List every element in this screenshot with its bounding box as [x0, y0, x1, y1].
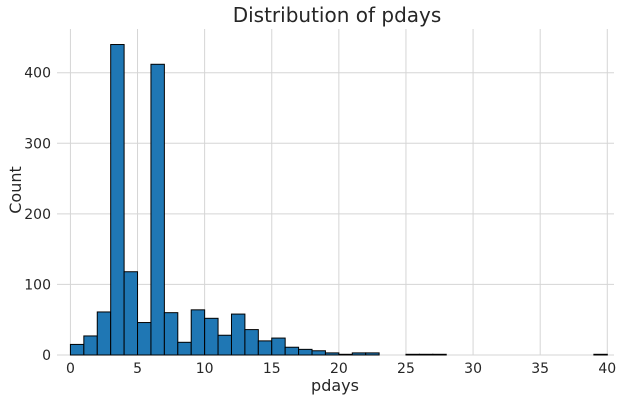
histogram-bar	[338, 353, 353, 356]
y-tick-label: 400	[24, 66, 51, 82]
histogram-bar	[69, 343, 85, 356]
histogram-bar	[351, 352, 367, 356]
x-tick-label: 40	[598, 361, 616, 377]
y-axis-label: Count	[6, 166, 25, 214]
x-tick-label: 15	[263, 361, 281, 377]
histogram-bar	[405, 353, 420, 356]
chart-title: Distribution of pdays	[233, 3, 442, 27]
histogram-bar	[271, 337, 286, 356]
x-tick-label: 0	[66, 361, 75, 377]
histogram-bar	[257, 340, 273, 356]
histogram-bars	[69, 44, 608, 356]
grid-lines	[57, 29, 614, 356]
histogram-bar	[593, 353, 608, 356]
y-tick-label: 100	[24, 277, 51, 293]
x-tick-label: 5	[133, 361, 142, 377]
histogram-bar	[190, 309, 206, 356]
histogram-bar	[177, 341, 192, 356]
histogram-bar	[150, 63, 165, 356]
histogram-bar	[311, 350, 326, 356]
y-tick-label: 0	[42, 348, 51, 364]
histogram-bar	[137, 322, 152, 356]
histogram-bar	[123, 271, 139, 356]
y-axis-ticks: 0 100 200 300 400	[24, 66, 51, 364]
x-tick-label: 30	[464, 361, 482, 377]
histogram-bar	[217, 334, 232, 356]
y-tick-label: 200	[24, 207, 51, 223]
x-axis-label: pdays	[311, 376, 359, 395]
x-axis-ticks: 0 5 10 15 20 25 30 35 40	[66, 361, 616, 377]
x-tick-label: 20	[330, 361, 348, 377]
histogram-bar	[365, 352, 380, 356]
histogram-bar	[432, 353, 447, 356]
histogram-bar	[163, 312, 179, 356]
histogram-bar	[324, 352, 340, 356]
y-tick-label: 300	[24, 136, 51, 152]
x-tick-label: 10	[196, 361, 214, 377]
histogram-bar	[418, 353, 434, 356]
histogram-bar	[244, 329, 259, 356]
histogram-bar	[284, 346, 300, 356]
histogram-bar	[96, 311, 112, 356]
x-tick-label: 25	[397, 361, 415, 377]
x-tick-label: 35	[531, 361, 549, 377]
histogram-bar	[204, 317, 219, 356]
histogram-bar	[298, 348, 313, 356]
histogram-bar	[230, 313, 246, 356]
histogram-bar	[110, 44, 125, 356]
histogram-bar	[83, 335, 98, 356]
